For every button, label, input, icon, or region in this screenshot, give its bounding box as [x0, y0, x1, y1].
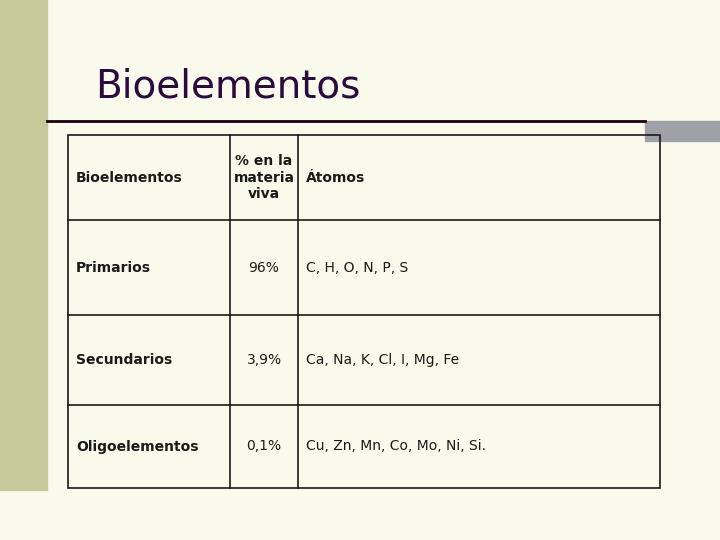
- Text: C, H, O, N, P, S: C, H, O, N, P, S: [306, 260, 408, 274]
- Text: 96%: 96%: [248, 260, 279, 274]
- Text: Ca, Na, K, Cl, I, Mg, Fe: Ca, Na, K, Cl, I, Mg, Fe: [306, 353, 459, 367]
- Text: % en la
materia
viva: % en la materia viva: [233, 154, 294, 201]
- Bar: [68, 135, 660, 488]
- Text: Átomos: Átomos: [306, 171, 365, 185]
- Bar: [0, 0, 47, 490]
- Text: Primarios: Primarios: [76, 260, 151, 274]
- Text: Bioelementos: Bioelementos: [76, 171, 183, 185]
- Text: 3,9%: 3,9%: [246, 353, 282, 367]
- Bar: [645, 121, 720, 141]
- Text: Oligoelementos: Oligoelementos: [76, 440, 199, 454]
- Text: Cu, Zn, Mn, Co, Mo, Ni, Si.: Cu, Zn, Mn, Co, Mo, Ni, Si.: [306, 440, 486, 454]
- Text: Secundarios: Secundarios: [76, 353, 172, 367]
- Text: 0,1%: 0,1%: [246, 440, 282, 454]
- Text: Bioelementos: Bioelementos: [95, 68, 361, 106]
